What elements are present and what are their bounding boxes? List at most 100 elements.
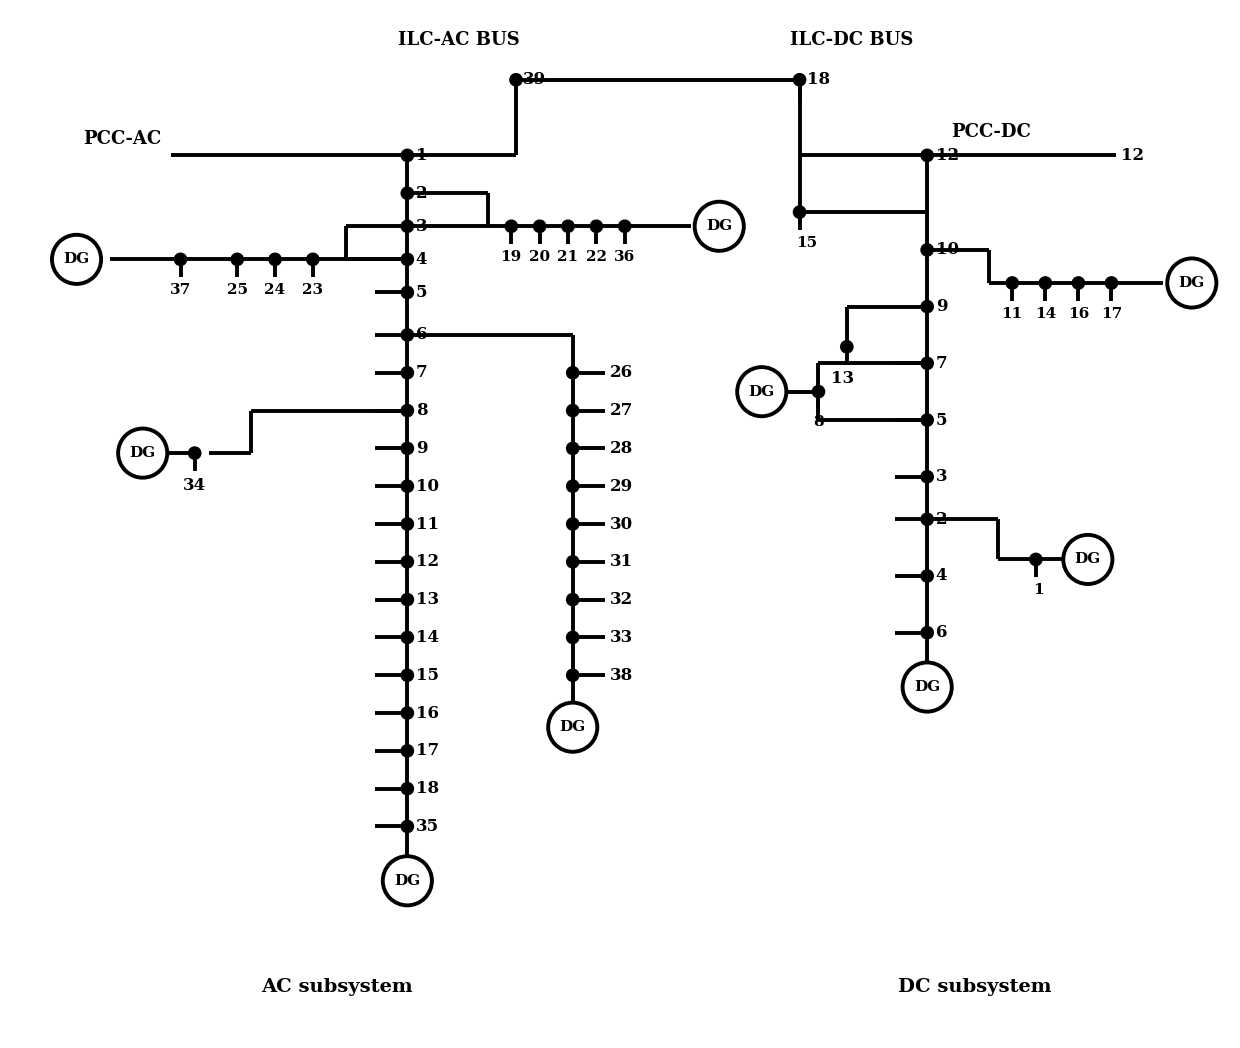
Circle shape: [402, 220, 413, 233]
Circle shape: [402, 149, 413, 161]
Circle shape: [402, 329, 413, 341]
Circle shape: [812, 386, 825, 398]
Text: 7: 7: [936, 355, 947, 372]
Text: 6: 6: [415, 327, 428, 344]
Circle shape: [921, 244, 934, 256]
Circle shape: [533, 220, 546, 233]
Text: DC subsystem: DC subsystem: [898, 978, 1052, 997]
Circle shape: [402, 405, 413, 417]
Circle shape: [402, 745, 413, 757]
Text: 15: 15: [796, 236, 817, 249]
Text: 29: 29: [610, 478, 632, 495]
Circle shape: [567, 480, 579, 493]
Text: 13: 13: [831, 370, 853, 388]
Circle shape: [402, 518, 413, 530]
Circle shape: [1006, 277, 1018, 289]
Text: 30: 30: [610, 516, 632, 532]
Text: 37: 37: [170, 283, 191, 297]
Text: 7: 7: [415, 365, 428, 381]
Text: 14: 14: [415, 629, 439, 646]
Text: 1: 1: [415, 147, 428, 163]
Circle shape: [567, 367, 579, 379]
Circle shape: [738, 367, 786, 416]
Circle shape: [402, 631, 413, 643]
Circle shape: [402, 254, 413, 265]
Text: 34: 34: [184, 477, 206, 494]
Text: 22: 22: [585, 249, 606, 264]
Text: 18: 18: [807, 71, 830, 88]
Text: 20: 20: [529, 249, 551, 264]
Circle shape: [402, 187, 413, 199]
Text: 25: 25: [227, 283, 248, 297]
Text: 14: 14: [1034, 307, 1056, 321]
Text: 27: 27: [610, 402, 634, 419]
Text: 4: 4: [936, 567, 947, 585]
Circle shape: [567, 405, 579, 417]
Circle shape: [1073, 277, 1085, 289]
Circle shape: [1063, 534, 1112, 584]
Text: 33: 33: [610, 629, 634, 646]
Text: 2: 2: [936, 510, 947, 528]
Circle shape: [590, 220, 603, 233]
Circle shape: [1167, 259, 1216, 307]
Circle shape: [921, 301, 934, 312]
Text: 18: 18: [415, 780, 439, 798]
Text: ILC-DC BUS: ILC-DC BUS: [790, 31, 914, 49]
Circle shape: [402, 480, 413, 493]
Circle shape: [231, 254, 243, 265]
Circle shape: [567, 631, 579, 643]
Text: 36: 36: [614, 249, 635, 264]
Text: DG: DG: [914, 680, 940, 694]
Circle shape: [402, 821, 413, 832]
Circle shape: [567, 669, 579, 681]
Text: 10: 10: [415, 478, 439, 495]
Circle shape: [619, 220, 631, 233]
Text: 13: 13: [415, 591, 439, 608]
Circle shape: [548, 702, 598, 751]
Text: 8: 8: [415, 402, 428, 419]
Text: 5: 5: [936, 412, 947, 429]
Text: 24: 24: [264, 283, 285, 297]
Text: 16: 16: [415, 704, 439, 721]
Circle shape: [567, 442, 579, 455]
Circle shape: [52, 235, 102, 284]
Circle shape: [921, 514, 934, 525]
Text: 2: 2: [415, 184, 428, 201]
Circle shape: [402, 442, 413, 455]
Circle shape: [402, 783, 413, 794]
Circle shape: [694, 201, 744, 250]
Text: 9: 9: [936, 298, 947, 315]
Text: 16: 16: [1068, 307, 1089, 321]
Circle shape: [402, 707, 413, 719]
Text: 26: 26: [610, 365, 632, 381]
Circle shape: [921, 149, 934, 161]
Text: 35: 35: [415, 817, 439, 835]
Text: 9: 9: [415, 440, 428, 457]
Circle shape: [505, 220, 517, 233]
Circle shape: [1039, 277, 1052, 289]
Text: 38: 38: [610, 667, 634, 683]
Text: 11: 11: [1002, 307, 1023, 321]
Text: 5: 5: [415, 284, 428, 301]
Circle shape: [567, 593, 579, 606]
Text: 21: 21: [558, 249, 579, 264]
Text: 28: 28: [610, 440, 634, 457]
Circle shape: [921, 570, 934, 582]
Text: DG: DG: [559, 720, 585, 735]
Text: PCC-DC: PCC-DC: [951, 123, 1030, 140]
Text: 1: 1: [1033, 583, 1044, 597]
Text: 3: 3: [415, 218, 428, 235]
Text: 4: 4: [415, 250, 428, 268]
Circle shape: [562, 220, 574, 233]
Text: 12: 12: [936, 147, 959, 163]
Text: 32: 32: [610, 591, 634, 608]
Text: 10: 10: [936, 241, 959, 259]
Text: DG: DG: [749, 385, 775, 398]
Circle shape: [794, 73, 806, 86]
Text: 19: 19: [501, 249, 522, 264]
Circle shape: [921, 471, 934, 483]
Circle shape: [794, 206, 806, 218]
Circle shape: [402, 286, 413, 299]
Circle shape: [175, 254, 187, 265]
Circle shape: [567, 555, 579, 568]
